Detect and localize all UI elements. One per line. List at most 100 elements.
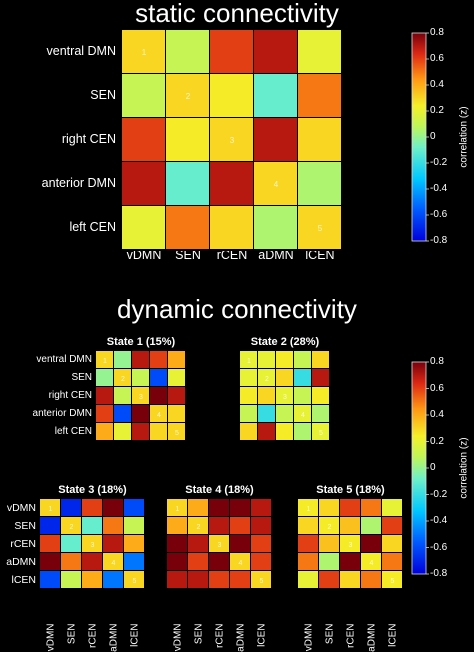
heatmap-cell xyxy=(298,553,318,570)
heatmap-cell xyxy=(298,499,318,516)
state-row-label: SEN xyxy=(14,520,36,532)
diagonal-label: 2 xyxy=(121,376,125,383)
heatmap-cell xyxy=(240,423,257,440)
heatmap-cell xyxy=(258,369,275,386)
diagonal-label: 5 xyxy=(319,430,323,437)
heatmap-cell xyxy=(361,499,381,516)
heatmap-cell xyxy=(150,423,167,440)
state-row-label: ventral DMN xyxy=(36,354,92,365)
heatmap-cell xyxy=(240,351,257,368)
colorbar-tick-label: 0.2 xyxy=(430,435,444,447)
colorbar-tick-label: -0.2 xyxy=(430,157,448,168)
heatmap-cell xyxy=(312,423,329,440)
heatmap-cell xyxy=(150,405,167,422)
heatmap-cell xyxy=(40,535,60,552)
heatmap-cell xyxy=(251,571,271,588)
heatmap-cell xyxy=(168,387,185,404)
diagonal-label: 4 xyxy=(370,560,374,567)
heatmap-cell xyxy=(124,517,144,534)
heatmap-cell xyxy=(209,571,229,588)
heatmap-cell xyxy=(96,387,113,404)
heatmap-cell xyxy=(298,74,341,117)
heatmap-cell xyxy=(150,351,167,368)
diagonal-label: 1 xyxy=(247,358,251,365)
diagonal-label: 2 xyxy=(186,92,191,101)
heatmap-cell xyxy=(114,405,131,422)
colorbar-tick-label: 0.6 xyxy=(430,382,444,394)
state-2-title: State 2 (28%) xyxy=(250,336,320,348)
heatmap-cell xyxy=(167,517,187,534)
heatmap-cell xyxy=(188,499,208,516)
heatmap-cell xyxy=(166,162,209,205)
heatmap-cell xyxy=(382,517,402,534)
heatmap-0: 1 2 3 4 5 xyxy=(121,29,343,251)
heatmap-cell xyxy=(40,517,60,534)
heatmap-cell xyxy=(96,351,113,368)
heatmap-cell xyxy=(312,405,329,422)
heatmap-cell xyxy=(103,571,123,588)
heatmap-cell xyxy=(210,30,253,73)
heatmap-cell xyxy=(209,499,229,516)
diagonal-label: 2 xyxy=(70,524,74,531)
heatmap-cell xyxy=(312,351,329,368)
colorbar-tick-label: 0.4 xyxy=(430,409,444,420)
heatmap-cell xyxy=(82,553,102,570)
heatmap-cell xyxy=(114,387,131,404)
heatmap-cell xyxy=(114,351,131,368)
state-5-title: State 5 (18%) xyxy=(316,484,385,496)
heatmap-cell xyxy=(230,553,250,570)
state-row-label: vDMN xyxy=(6,502,36,514)
heatmap-cell xyxy=(96,405,113,422)
diagonal-label: 5 xyxy=(260,578,264,585)
heatmap-cell xyxy=(209,553,229,570)
heatmap-cell xyxy=(319,535,339,552)
heatmap-cell xyxy=(166,74,209,117)
heatmap-cell xyxy=(276,351,293,368)
diagonal-label: 1 xyxy=(49,506,53,513)
diagonal-label: 5 xyxy=(391,578,395,585)
diagonal-label: 4 xyxy=(239,560,243,567)
diagonal-label: 4 xyxy=(301,412,305,419)
heatmap-cell xyxy=(294,405,311,422)
heatmap-4: 1 2 3 4 5 xyxy=(166,498,273,590)
heatmap-3: 1 2 3 4 5 xyxy=(39,498,146,590)
diagonal-label: 3 xyxy=(349,542,353,549)
heatmap-cell xyxy=(188,517,208,534)
heatmap-cell xyxy=(209,535,229,552)
heatmap-cell xyxy=(230,571,250,588)
heatmap-cell xyxy=(230,499,250,516)
heatmap-cell xyxy=(210,162,253,205)
heatmap-cell xyxy=(61,517,81,534)
state-row-label: lCEN xyxy=(11,574,36,586)
undefined xyxy=(411,32,427,242)
diagonal-label: 1 xyxy=(103,358,107,365)
heatmap-cell xyxy=(298,571,318,588)
static-col-label: SEN xyxy=(175,248,201,262)
colorbar-tick-label: 0.4 xyxy=(430,79,444,90)
heatmap-cell xyxy=(254,206,297,249)
heatmap-cell xyxy=(167,553,187,570)
heatmap-cell xyxy=(61,499,81,516)
heatmap-cell xyxy=(124,499,144,516)
diagonal-label: 1 xyxy=(176,506,180,513)
heatmap-cell xyxy=(166,30,209,73)
heatmap-cell xyxy=(340,499,360,516)
heatmap-cell xyxy=(122,30,165,73)
heatmap-cell xyxy=(312,369,329,386)
diagonal-label: 2 xyxy=(328,524,332,531)
static-row-label: right CEN xyxy=(61,132,116,146)
heatmap-1: 1 2 3 4 5 xyxy=(95,350,187,442)
heatmap-cell xyxy=(209,517,229,534)
colorbar-tick-label: -0.4 xyxy=(430,515,448,526)
heatmap-cell xyxy=(103,499,123,516)
diagonal-label: 1 xyxy=(142,48,147,57)
heatmap-cell xyxy=(382,535,402,552)
heatmap-cell xyxy=(122,118,165,161)
heatmap-cell xyxy=(114,369,131,386)
diagonal-label: 1 xyxy=(307,506,311,513)
static-col-label: rCEN xyxy=(216,248,248,262)
heatmap-cell xyxy=(251,535,271,552)
heatmap-cell xyxy=(168,405,185,422)
diagonal-label: 4 xyxy=(274,180,279,189)
